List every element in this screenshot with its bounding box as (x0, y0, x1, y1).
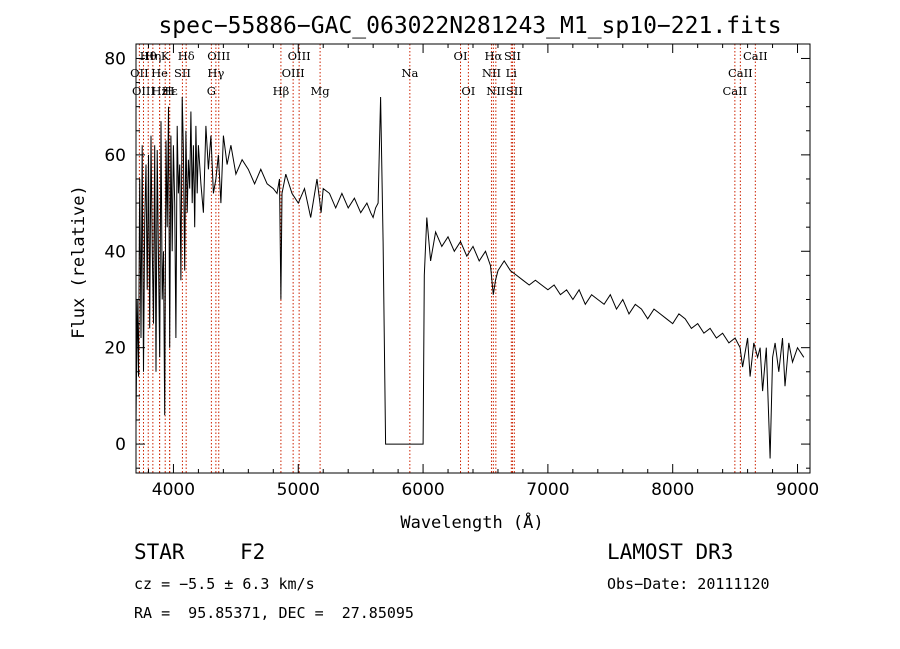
spectral-line-label: SII (506, 84, 523, 98)
x-tick-label: 8000 (651, 480, 694, 500)
spectral-line-label: Hβ (273, 84, 290, 98)
spectral-line-label: Hz (152, 84, 168, 98)
x-tick-label: 6000 (401, 480, 444, 500)
spectral-line-label: Hη (144, 49, 161, 63)
plot-frame (135, 43, 811, 474)
spectral-line-label: Hγ (207, 66, 224, 80)
spectral-line-label: OIII (132, 84, 155, 98)
spectral-line-markers (138, 44, 756, 473)
coordinates-readout: RA = 95.85371, DEC = 27.85095 (134, 604, 414, 622)
spectral-line-label: K (161, 49, 170, 63)
spectral-line-label: Li (506, 66, 518, 80)
x-tick-label: 4000 (152, 480, 195, 500)
y-tick-label: 80 (104, 49, 126, 69)
survey-name: LAMOST DR3 (607, 540, 734, 564)
x-tick-label: 5000 (277, 480, 320, 500)
redshift-readout: cz = −5.5 ± 6.3 km/s (134, 575, 315, 593)
spectral-line-label: OII (130, 66, 149, 80)
spectral-line-label: OI (461, 84, 475, 98)
spectral-line-label: OIII (288, 49, 311, 63)
x-axis-label: Wavelength (Å) (400, 511, 543, 533)
object-type: STAR (134, 540, 185, 564)
spectral-line-label: SII (174, 66, 191, 80)
chart-title: spec−55886−GAC_063022N281243_M1_sp10−221… (158, 13, 781, 39)
x-tick-label: 9000 (776, 480, 819, 500)
x-tick-label: 7000 (526, 480, 569, 500)
spectral-line-label: Hδ (178, 49, 195, 63)
spectral-line-label: CaII (743, 49, 768, 63)
spectral-line-label: NII (482, 66, 501, 80)
axis-ticks: 4000 5000 6000 7000 8000 9000 0 20 40 60 80 (104, 44, 819, 500)
y-tick-label: 20 (104, 339, 126, 359)
flux-series-line (135, 96, 805, 459)
y-tick-label: 60 (104, 146, 126, 166)
spectral-line-label: OI (454, 49, 468, 63)
observation-date: Obs−Date: 20111120 (607, 575, 770, 593)
spectral-line-label: NII (486, 84, 505, 98)
spectral-line-label: Na (401, 66, 418, 80)
spectral-subclass: F2 (240, 540, 266, 564)
spectral-line-label: CaII (728, 66, 753, 80)
y-tick-label: 40 (104, 242, 126, 262)
spectral-line-label: SII (504, 49, 521, 63)
spectral-line-label: Mg (311, 84, 331, 98)
spectral-line-label: Hθ (140, 49, 157, 63)
spectral-line-label: H (165, 84, 175, 98)
spectral-line-labels: Hθ OII OIII Hη He Hz K HHε Hδ SII OIII Hγ G Hβ OIII OII… (130, 49, 768, 98)
spectral-line-label: OIII (207, 49, 230, 63)
spectral-line-label: Hε (162, 84, 178, 98)
spectral-line-label: G (207, 84, 216, 98)
y-tick-label: 0 (115, 435, 126, 455)
spectral-line-label: Hα (484, 49, 502, 63)
spectral-line-label: OIII (282, 66, 305, 80)
spectral-line-label: CaII (722, 84, 747, 98)
y-axis-label: Flux (relative) (69, 185, 89, 339)
spectral-line-label: He (151, 66, 168, 80)
